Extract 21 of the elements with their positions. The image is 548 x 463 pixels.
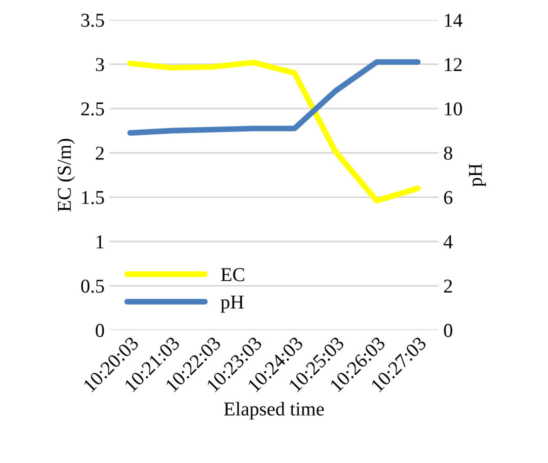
y2-tick-label: 10 [444, 102, 462, 116]
y-tick-label: 3.5 [81, 14, 104, 27]
y-tick-label: 1 [96, 235, 104, 248]
y2-tick-label: 12 [444, 58, 462, 71]
y-tick-label: 2 [96, 146, 104, 160]
y2-tick-label: 4 [444, 235, 453, 248]
y2-tick-label: 6 [444, 191, 452, 204]
y2-tick-label: 0 [444, 324, 452, 338]
y2-tick-label: 8 [444, 146, 452, 160]
y-tick-label: 3 [96, 58, 104, 72]
y2-axis-title: pH [469, 164, 486, 187]
legend-label: EC [220, 268, 244, 282]
legend-label: pH [220, 296, 244, 313]
y-tick-label: 0.5 [81, 280, 104, 293]
y2-tick-label: 2 [444, 280, 452, 293]
y-tick-label: 1.5 [82, 191, 104, 204]
y-tick-label: 2.5 [81, 102, 104, 116]
x-axis-title: Elapsed time [224, 402, 324, 420]
y2-tick-label: 14 [444, 14, 462, 27]
y-axis-title: EC (S/m) [57, 138, 75, 212]
y-tick-label: 0 [96, 324, 104, 338]
